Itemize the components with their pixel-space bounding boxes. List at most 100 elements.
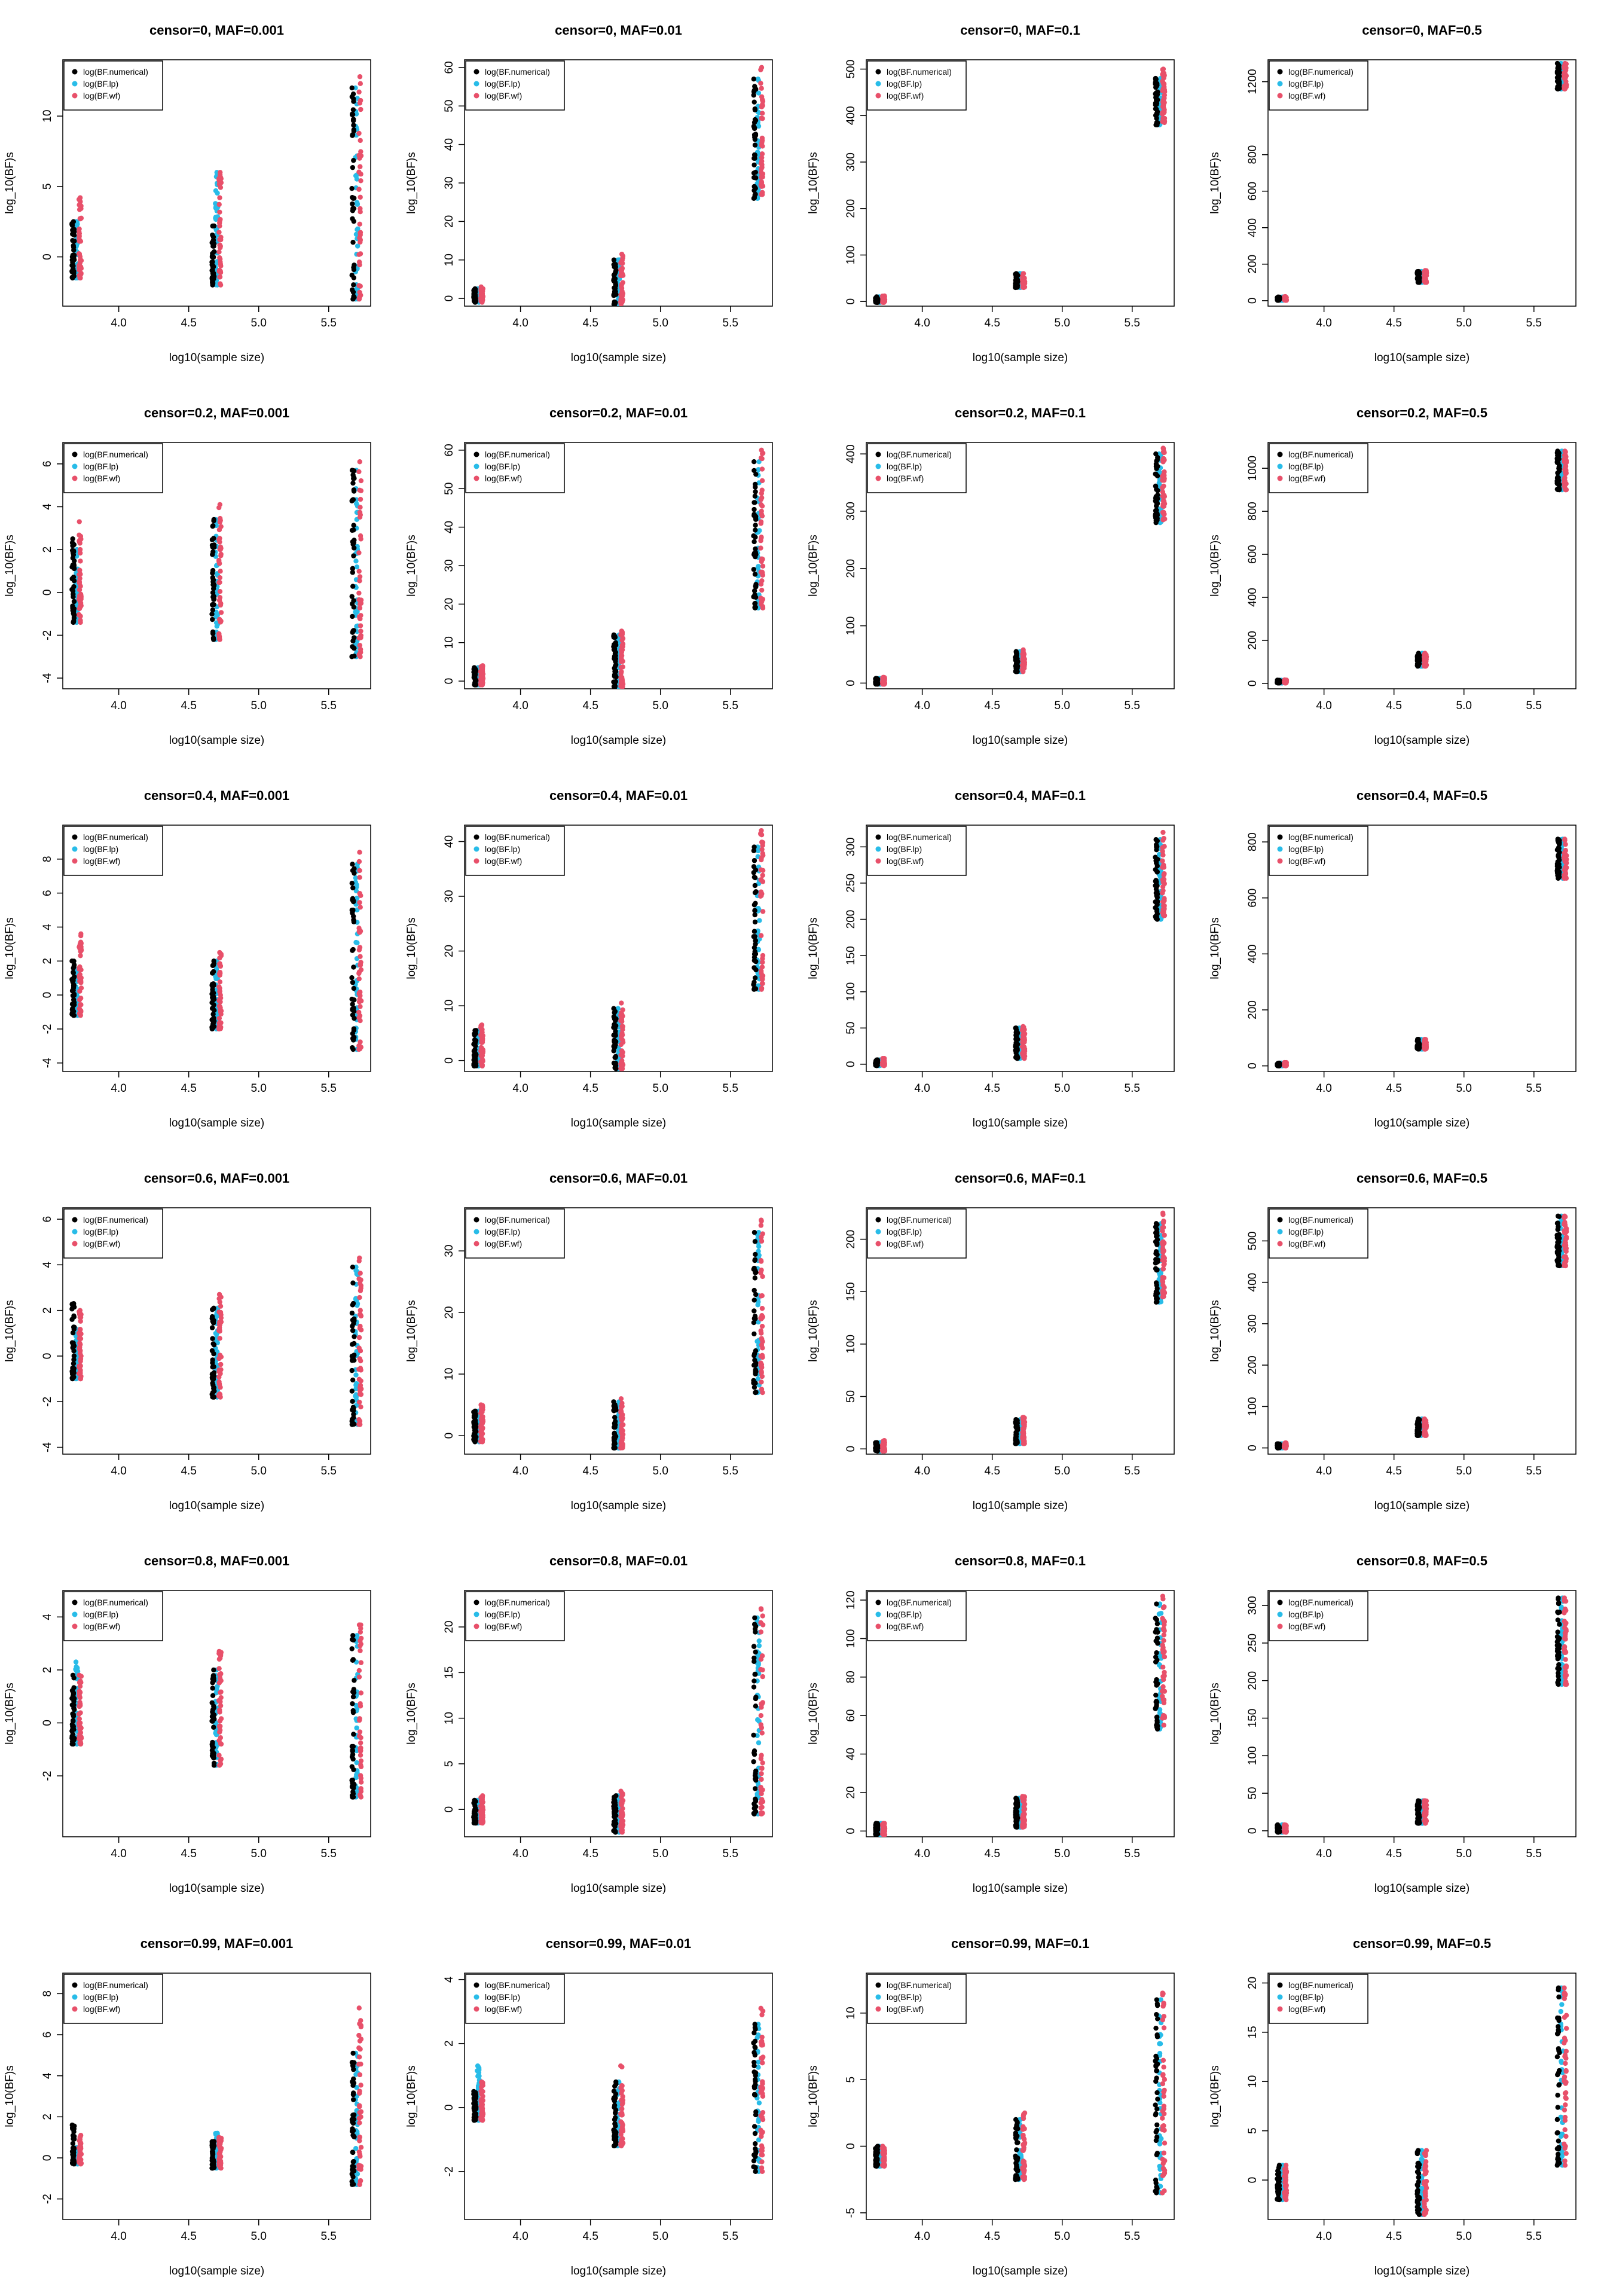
x-tick-label: 4.5 (984, 317, 1000, 329)
legend-marker (473, 463, 479, 469)
y-tick-label: 8 (41, 856, 54, 863)
data-point (1154, 869, 1160, 875)
data-point (1422, 273, 1427, 279)
data-point (218, 270, 224, 275)
data-point (760, 909, 766, 914)
data-point (358, 81, 363, 87)
data-point (218, 234, 224, 240)
points-layer (1275, 60, 1569, 303)
data-point (472, 297, 478, 302)
legend-marker (473, 858, 479, 864)
data-point (1562, 477, 1567, 482)
data-point (350, 644, 355, 649)
data-point (1563, 456, 1568, 462)
data-point (356, 550, 362, 555)
data-point (1276, 1062, 1281, 1068)
chart-title: censor=0, MAF=0.01 (555, 23, 682, 38)
data-point (751, 459, 757, 465)
data-point (211, 518, 216, 524)
data-point (753, 889, 759, 894)
data-point (1563, 61, 1569, 67)
data-point (612, 276, 618, 282)
data-point (357, 578, 362, 584)
y-tick-label: 100 (845, 616, 857, 636)
data-point (753, 584, 759, 590)
data-point (1282, 295, 1288, 301)
chart-svg: censor=0.2, MAF=0.54.0 4.5 5.0 5.5020040060… (1209, 405, 1577, 747)
data-point (351, 898, 356, 904)
data-point (613, 1016, 619, 1022)
data-point (1013, 1055, 1019, 1060)
data-point (217, 617, 223, 623)
data-point (358, 149, 363, 154)
data-point (77, 258, 83, 263)
data-point (351, 964, 356, 970)
legend-box (63, 443, 163, 493)
x-tick-label: 5.5 (321, 700, 337, 712)
legend-box (867, 443, 967, 493)
x-tick-label: 4.5 (582, 1082, 598, 1095)
data-point (358, 97, 363, 103)
data-point (218, 569, 223, 574)
y-tick-label: 400 (1247, 218, 1259, 237)
data-point (210, 1025, 216, 1030)
data-point (356, 859, 362, 865)
data-point (213, 205, 219, 210)
legend-marker (72, 858, 78, 864)
y-tick-label: 6 (41, 461, 54, 468)
data-point (1421, 657, 1427, 663)
x-tick-label: 5.5 (1526, 317, 1542, 329)
data-point (69, 1340, 75, 1345)
data-point (77, 1370, 83, 1376)
data-point (210, 237, 216, 243)
data-point (78, 270, 84, 276)
data-point (355, 227, 360, 233)
data-point (751, 874, 757, 880)
data-point (1160, 88, 1165, 94)
data-point (71, 574, 77, 580)
data-point (353, 231, 359, 237)
y-tick-label: 1200 (1247, 69, 1259, 94)
legend: log(BF.numerical)log(BF.lp)log(BF.wf) (867, 826, 967, 876)
data-point (69, 269, 75, 274)
data-point (480, 1057, 485, 1062)
data-point (1556, 862, 1561, 867)
legend-marker (875, 475, 881, 481)
data-point (349, 880, 355, 886)
y-tick-label: 5 (41, 184, 54, 190)
data-point (753, 546, 758, 552)
data-point (216, 182, 222, 187)
data-point (211, 961, 217, 966)
data-point (751, 848, 757, 853)
data-point (471, 1052, 477, 1058)
legend-label: log(BF.lp) (1288, 79, 1324, 88)
y-tick-label: 0 (845, 680, 857, 686)
data-point (352, 871, 357, 876)
y-tick-label: 600 (1247, 182, 1259, 201)
data-point (210, 1306, 216, 1312)
data-point (1557, 466, 1562, 472)
data-point (1414, 276, 1420, 282)
data-point (1155, 488, 1160, 493)
data-point (358, 178, 363, 184)
data-point (78, 594, 84, 600)
data-point (1563, 487, 1569, 493)
x-axis-label: log10(sample size) (1374, 352, 1469, 364)
data-point (350, 1002, 355, 1007)
data-point (357, 900, 362, 905)
data-point (1160, 890, 1165, 896)
data-point (69, 978, 75, 984)
data-point (751, 76, 757, 82)
data-point (357, 487, 362, 493)
data-point (1021, 1055, 1026, 1061)
data-point (350, 132, 356, 138)
data-point (612, 1041, 618, 1046)
x-tick-label: 5.0 (1055, 700, 1070, 712)
data-point (70, 993, 76, 999)
data-point (1562, 865, 1568, 871)
data-point (1556, 83, 1562, 88)
data-point (1162, 896, 1167, 902)
data-point (759, 151, 765, 157)
chart-panel: censor=0, MAF=0.001 4.0 4.5 5.0 5.5 0 5 10 log10… (0, 0, 402, 383)
